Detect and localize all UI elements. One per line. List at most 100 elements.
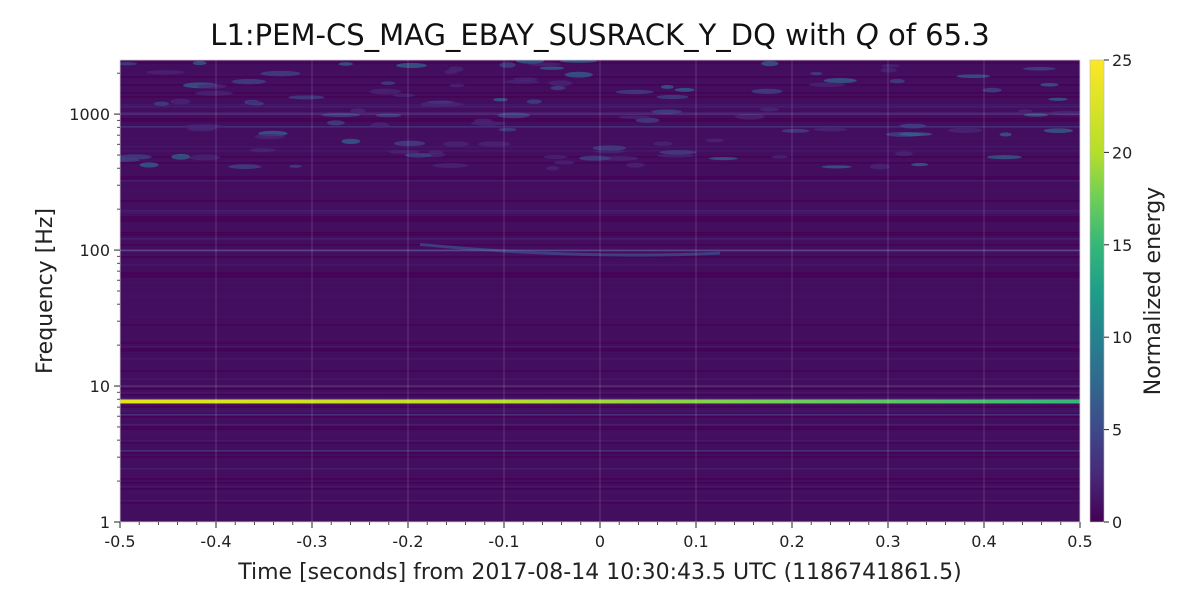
energy-blob [186, 126, 216, 132]
energy-band [120, 424, 1080, 426]
energy-band [120, 264, 1080, 266]
energy-blob [1048, 97, 1068, 101]
energy-band [120, 96, 1080, 98]
energy-band [120, 500, 1080, 502]
energy-band [120, 432, 1080, 434]
energy-blob [543, 155, 567, 159]
energy-blob [139, 162, 159, 168]
energy-band [120, 238, 1080, 240]
energy-band [120, 120, 1080, 122]
energy-blob [651, 109, 682, 114]
energy-band [120, 394, 1080, 396]
energy-blob [708, 156, 738, 161]
energy-band [120, 324, 1080, 326]
energy-blob [869, 163, 891, 170]
energy-band [120, 232, 1080, 234]
energy-band [120, 276, 1080, 278]
energy-band [120, 74, 1080, 76]
colorbar: 0 5 10 15 20 25 Normalized energy [1089, 51, 1166, 532]
energy-blob [120, 154, 152, 160]
energy-blob [956, 74, 991, 79]
energy-blob [388, 149, 420, 154]
energy-band [120, 282, 1080, 284]
energy-blob [404, 152, 432, 158]
energy-blob [550, 85, 566, 91]
energy-blob [895, 151, 913, 157]
energy-band [120, 486, 1080, 488]
colorbar-ticks: 0 5 10 15 20 25 [1104, 51, 1132, 532]
energy-band [120, 176, 1080, 178]
energy-blob [593, 150, 626, 154]
energy-band [120, 234, 1080, 236]
energy-band [120, 214, 1080, 216]
colorbar-tick-label: 10 [1112, 328, 1132, 347]
energy-blob [759, 107, 779, 112]
energy-blob [898, 132, 933, 136]
x-tick-label: 0.4 [971, 532, 996, 551]
energy-band [120, 84, 1080, 86]
energy-band [120, 82, 1080, 84]
energy-arc [419, 242, 721, 257]
energy-blob [626, 162, 645, 168]
energy-blob [1043, 128, 1073, 133]
energy-blob [615, 89, 654, 95]
energy-bands [120, 62, 1080, 504]
energy-band [120, 76, 1080, 78]
energy-band [120, 468, 1080, 470]
energy-blob [338, 62, 353, 66]
energy-blob [493, 97, 508, 102]
energy-band [120, 200, 1080, 202]
colorbar-label: Normalized energy [1141, 187, 1166, 395]
x-tick-label: -0.2 [392, 532, 423, 551]
energy-blob [515, 60, 545, 64]
energy-band [120, 208, 1080, 210]
x-axis-label: Time [seconds] from 2017-08-14 10:30:43.… [237, 560, 961, 585]
energy-blob [821, 165, 852, 169]
energy-blob [153, 101, 170, 107]
energy-blob [674, 87, 695, 92]
energy-band [120, 502, 1080, 504]
energy-band [120, 358, 1080, 360]
energy-band [120, 210, 1080, 212]
energy-band [120, 106, 1080, 108]
energy-blob [321, 112, 360, 118]
energy-blob [260, 70, 301, 77]
energy-blob [497, 112, 530, 119]
energy-band [120, 408, 1080, 410]
energy-blob [145, 70, 185, 75]
energy-band [120, 442, 1080, 444]
energy-blob [899, 123, 927, 129]
energy-band [120, 220, 1080, 222]
energy-blob [559, 60, 598, 63]
energy-blob [420, 101, 450, 108]
energy-blob [170, 98, 191, 105]
energy-blob [761, 60, 779, 67]
x-tick-label: -0.5 [104, 532, 135, 551]
energy-blob [889, 78, 905, 84]
energy-blob [947, 127, 983, 133]
energy-blob [375, 113, 402, 118]
energy-blob [1022, 66, 1056, 71]
energy-blob [254, 134, 285, 140]
colorbar-tick-label: 25 [1112, 51, 1132, 70]
energy-blob [810, 71, 823, 76]
energy-band [120, 418, 1080, 420]
energy-band [120, 104, 1080, 106]
energy-band [120, 62, 1080, 64]
energy-blob [813, 127, 848, 132]
energy-blob [526, 99, 542, 104]
energy-blob [120, 61, 137, 66]
energy-band [120, 452, 1080, 454]
energy-blob [1049, 110, 1080, 116]
energy-features [120, 399, 1080, 404]
colorbar-tick-label: 20 [1112, 143, 1132, 162]
energy-band [120, 272, 1080, 274]
x-tick-label: 0.2 [779, 532, 804, 551]
spectral-line [120, 399, 1080, 404]
energy-blob [442, 141, 470, 147]
energy-band [120, 386, 1080, 388]
energy-band [120, 478, 1080, 480]
energy-blob [653, 141, 673, 146]
energy-blob [564, 71, 593, 78]
energy-blob [432, 163, 469, 168]
